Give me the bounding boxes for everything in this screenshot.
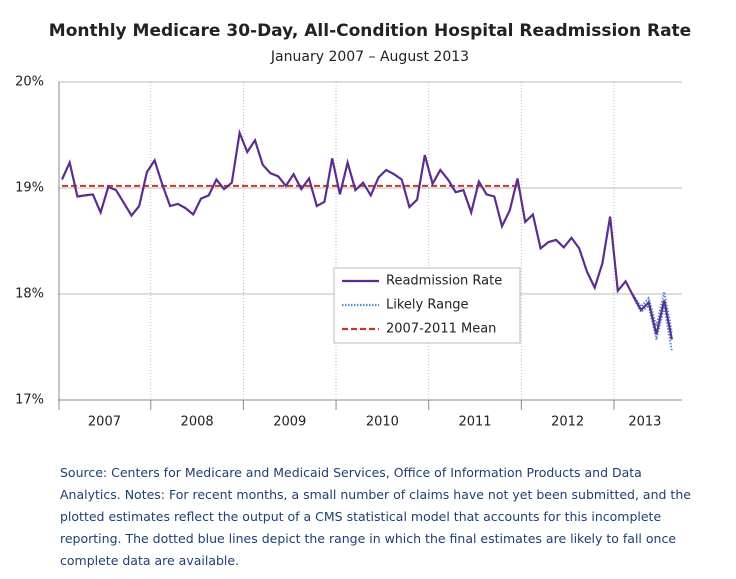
- y-tick-label: 18%: [15, 287, 44, 302]
- legend-label: Readmission Rate: [386, 274, 502, 289]
- x-tick-label: 2008: [181, 415, 214, 430]
- line-series: [632, 296, 673, 352]
- line-series: [632, 291, 673, 333]
- x-tick-label: 2011: [458, 415, 491, 430]
- x-tick-label: 2010: [366, 415, 399, 430]
- legend-label: 2007-2011 Mean: [386, 322, 496, 337]
- x-tick-label: 2012: [551, 415, 584, 430]
- source-note: Source: Centers for Medicare and Medicai…: [60, 465, 691, 568]
- legend-label: Likely Range: [386, 298, 469, 313]
- line-series: [60, 128, 673, 340]
- y-tick-label: 20%: [15, 75, 44, 90]
- x-tick-label: 2009: [273, 415, 306, 430]
- chart-subtitle: January 2007 – August 2013: [270, 49, 469, 65]
- x-tick-label: 2013: [628, 415, 661, 430]
- y-tick-label: 17%: [15, 393, 44, 408]
- x-tick-label: 2007: [88, 415, 121, 430]
- y-tick-label: 19%: [15, 181, 44, 196]
- chart: Monthly Medicare 30-Day, All-Condition H…: [15, 21, 691, 430]
- chart-title: Monthly Medicare 30-Day, All-Condition H…: [49, 21, 691, 41]
